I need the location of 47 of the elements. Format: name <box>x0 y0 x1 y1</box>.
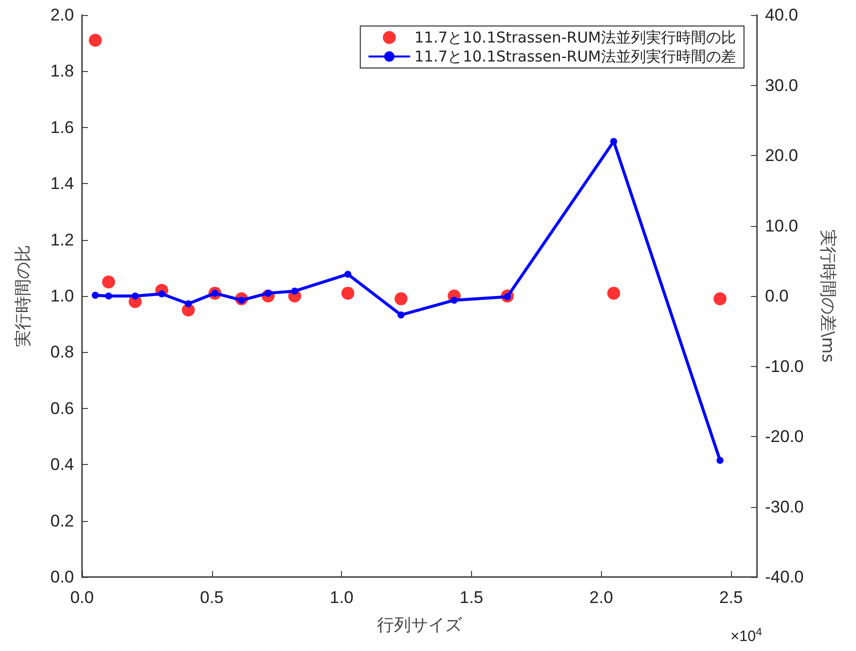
y-tick-label: 2.0 <box>50 6 74 24</box>
y2-axis-title: 実行時間の差\ms <box>818 229 838 363</box>
y2-tick-label: 10.0 <box>765 216 798 236</box>
point <box>394 292 408 306</box>
x-tick-label: 0.0 <box>70 588 94 607</box>
y2-tick-label: -10.0 <box>765 356 804 376</box>
point <box>92 292 99 299</box>
y-tick-label: 1.4 <box>50 174 74 194</box>
y-tick-label: 1.8 <box>50 62 74 81</box>
legend-label: 11.7と10.1Strassen-RUM法並列実行時間の差 <box>414 48 736 66</box>
point <box>132 292 139 300</box>
y-tick-label: 0.4 <box>50 455 74 474</box>
y2-tick-label: 0.0 <box>765 286 789 306</box>
y-axis-title: 実行時間の比 <box>14 245 34 347</box>
y-tick-label: 0.2 <box>50 511 74 530</box>
point <box>291 288 298 295</box>
x-axis-title: 行列サイズ <box>377 616 463 636</box>
y-tick-label: 0.6 <box>50 398 74 418</box>
y2-tick-label: 30.0 <box>765 76 798 95</box>
legend-label: 11.7と10.1Strassen-RUM法並列実行時間の比 <box>414 28 736 46</box>
y-tick-label: 1.0 <box>50 286 74 306</box>
y2-tick-label: 20.0 <box>765 146 798 165</box>
x-tick-label: 0.5 <box>200 588 224 607</box>
y2-tick-label: 40.0 <box>765 6 798 24</box>
y-tick-label: 1.2 <box>50 230 74 250</box>
point <box>184 300 192 308</box>
y2-tick-label: -30.0 <box>765 497 804 516</box>
y-tick-label: 0.0 <box>50 568 74 586</box>
point <box>398 311 405 318</box>
point <box>105 292 112 300</box>
x-tick-label: 1.0 <box>330 588 354 607</box>
x-tick-label: 2.5 <box>719 588 743 607</box>
point <box>610 138 618 145</box>
point <box>450 296 458 304</box>
y-tick-label: 1.6 <box>50 118 74 137</box>
point <box>341 286 354 300</box>
y2-tick-label: -40.0 <box>765 568 804 586</box>
y-tick-label: 0.8 <box>50 342 74 362</box>
point <box>714 292 727 306</box>
point <box>102 275 116 288</box>
x-tick-label: 2.0 <box>589 588 614 607</box>
x-tick-label: 1.5 <box>460 588 484 607</box>
point <box>607 286 620 300</box>
point <box>344 270 352 278</box>
point <box>88 34 102 47</box>
point <box>716 456 724 464</box>
y2-tick-label: -20.0 <box>765 427 804 446</box>
